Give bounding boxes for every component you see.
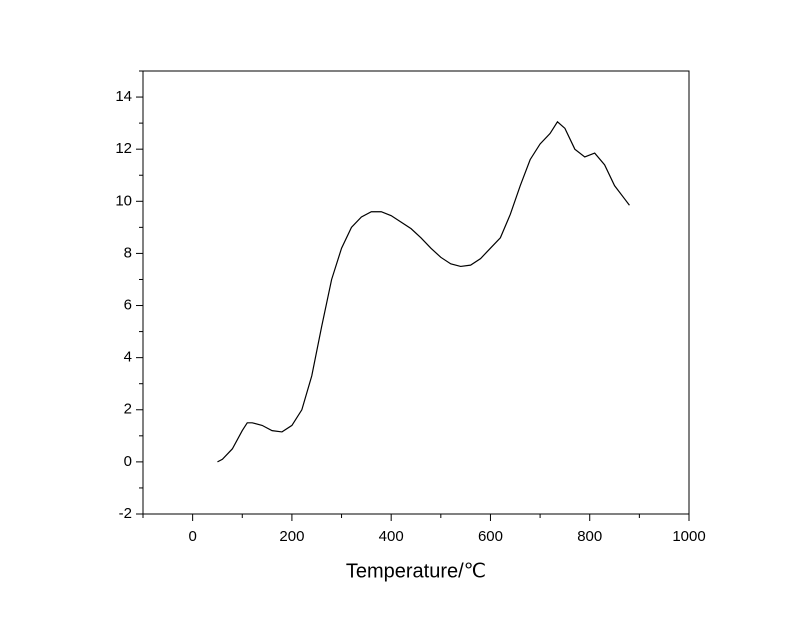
x-tick-label: 800 [577,528,602,545]
y-tick-label: 10 [115,192,132,209]
x-tick-label: 600 [478,528,503,545]
y-tick-label: 8 [124,244,132,261]
plot-frame [142,70,690,515]
x-axis-label: Temperature/℃ [346,560,486,582]
y-tick-label: 6 [124,296,132,313]
y-tick-label: 12 [115,140,132,157]
x-tick-label: 400 [379,528,404,545]
x-tick-label: 1000 [672,528,705,545]
y-tick-label: 2 [124,401,132,418]
y-tick-label: 14 [115,88,132,105]
x-tick-label: 200 [279,528,304,545]
y-tick-label: -2 [119,505,132,522]
y-tick-label: 4 [124,349,132,366]
data-line [217,120,630,463]
x-tick-label: 0 [188,528,196,545]
y-tick-label: 0 [124,453,132,470]
